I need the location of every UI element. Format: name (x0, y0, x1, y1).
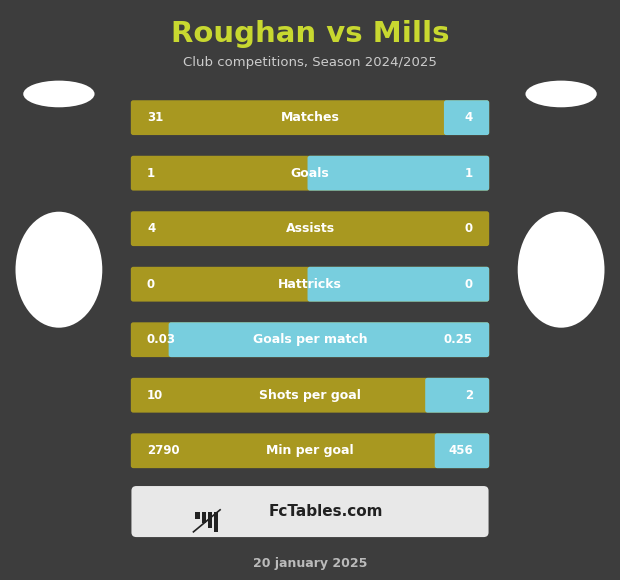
FancyBboxPatch shape (202, 512, 206, 523)
Text: 0: 0 (147, 278, 155, 291)
Text: 0.25: 0.25 (444, 334, 473, 346)
Text: Hattricks: Hattricks (278, 278, 342, 291)
FancyBboxPatch shape (435, 433, 489, 468)
Text: FcTables.com: FcTables.com (268, 504, 383, 519)
FancyBboxPatch shape (131, 211, 489, 246)
FancyBboxPatch shape (131, 267, 489, 302)
Text: Club competitions, Season 2024/2025: Club competitions, Season 2024/2025 (183, 56, 437, 68)
Text: Shots per goal: Shots per goal (259, 389, 361, 402)
Ellipse shape (24, 81, 94, 107)
FancyBboxPatch shape (169, 322, 489, 357)
Text: Goals: Goals (291, 166, 329, 180)
FancyBboxPatch shape (131, 100, 489, 135)
FancyBboxPatch shape (195, 512, 200, 519)
FancyBboxPatch shape (425, 378, 489, 412)
FancyBboxPatch shape (131, 378, 489, 412)
Text: Min per goal: Min per goal (266, 444, 354, 457)
Text: 0.03: 0.03 (147, 334, 176, 346)
Text: Goals per match: Goals per match (253, 334, 367, 346)
Text: Matches: Matches (281, 111, 339, 124)
Ellipse shape (518, 212, 604, 328)
Text: 4: 4 (147, 222, 155, 235)
Text: 0: 0 (465, 222, 473, 235)
Text: 4: 4 (465, 111, 473, 124)
Text: 20 january 2025: 20 january 2025 (253, 557, 367, 570)
Ellipse shape (526, 81, 596, 107)
Text: 0: 0 (465, 278, 473, 291)
FancyBboxPatch shape (308, 156, 489, 191)
FancyBboxPatch shape (131, 486, 489, 537)
Text: 31: 31 (147, 111, 163, 124)
FancyBboxPatch shape (131, 156, 489, 191)
Text: Assists: Assists (285, 222, 335, 235)
Text: 2: 2 (465, 389, 473, 402)
FancyBboxPatch shape (208, 512, 212, 528)
FancyBboxPatch shape (131, 433, 489, 468)
Ellipse shape (16, 212, 102, 328)
Text: 2790: 2790 (147, 444, 180, 457)
Text: 456: 456 (448, 444, 473, 457)
Text: 1: 1 (465, 166, 473, 180)
FancyBboxPatch shape (444, 100, 489, 135)
FancyBboxPatch shape (131, 322, 489, 357)
Text: 10: 10 (147, 389, 163, 402)
Text: 1: 1 (147, 166, 155, 180)
Text: Roughan vs Mills: Roughan vs Mills (170, 20, 450, 48)
FancyBboxPatch shape (308, 267, 489, 302)
FancyBboxPatch shape (214, 512, 218, 532)
